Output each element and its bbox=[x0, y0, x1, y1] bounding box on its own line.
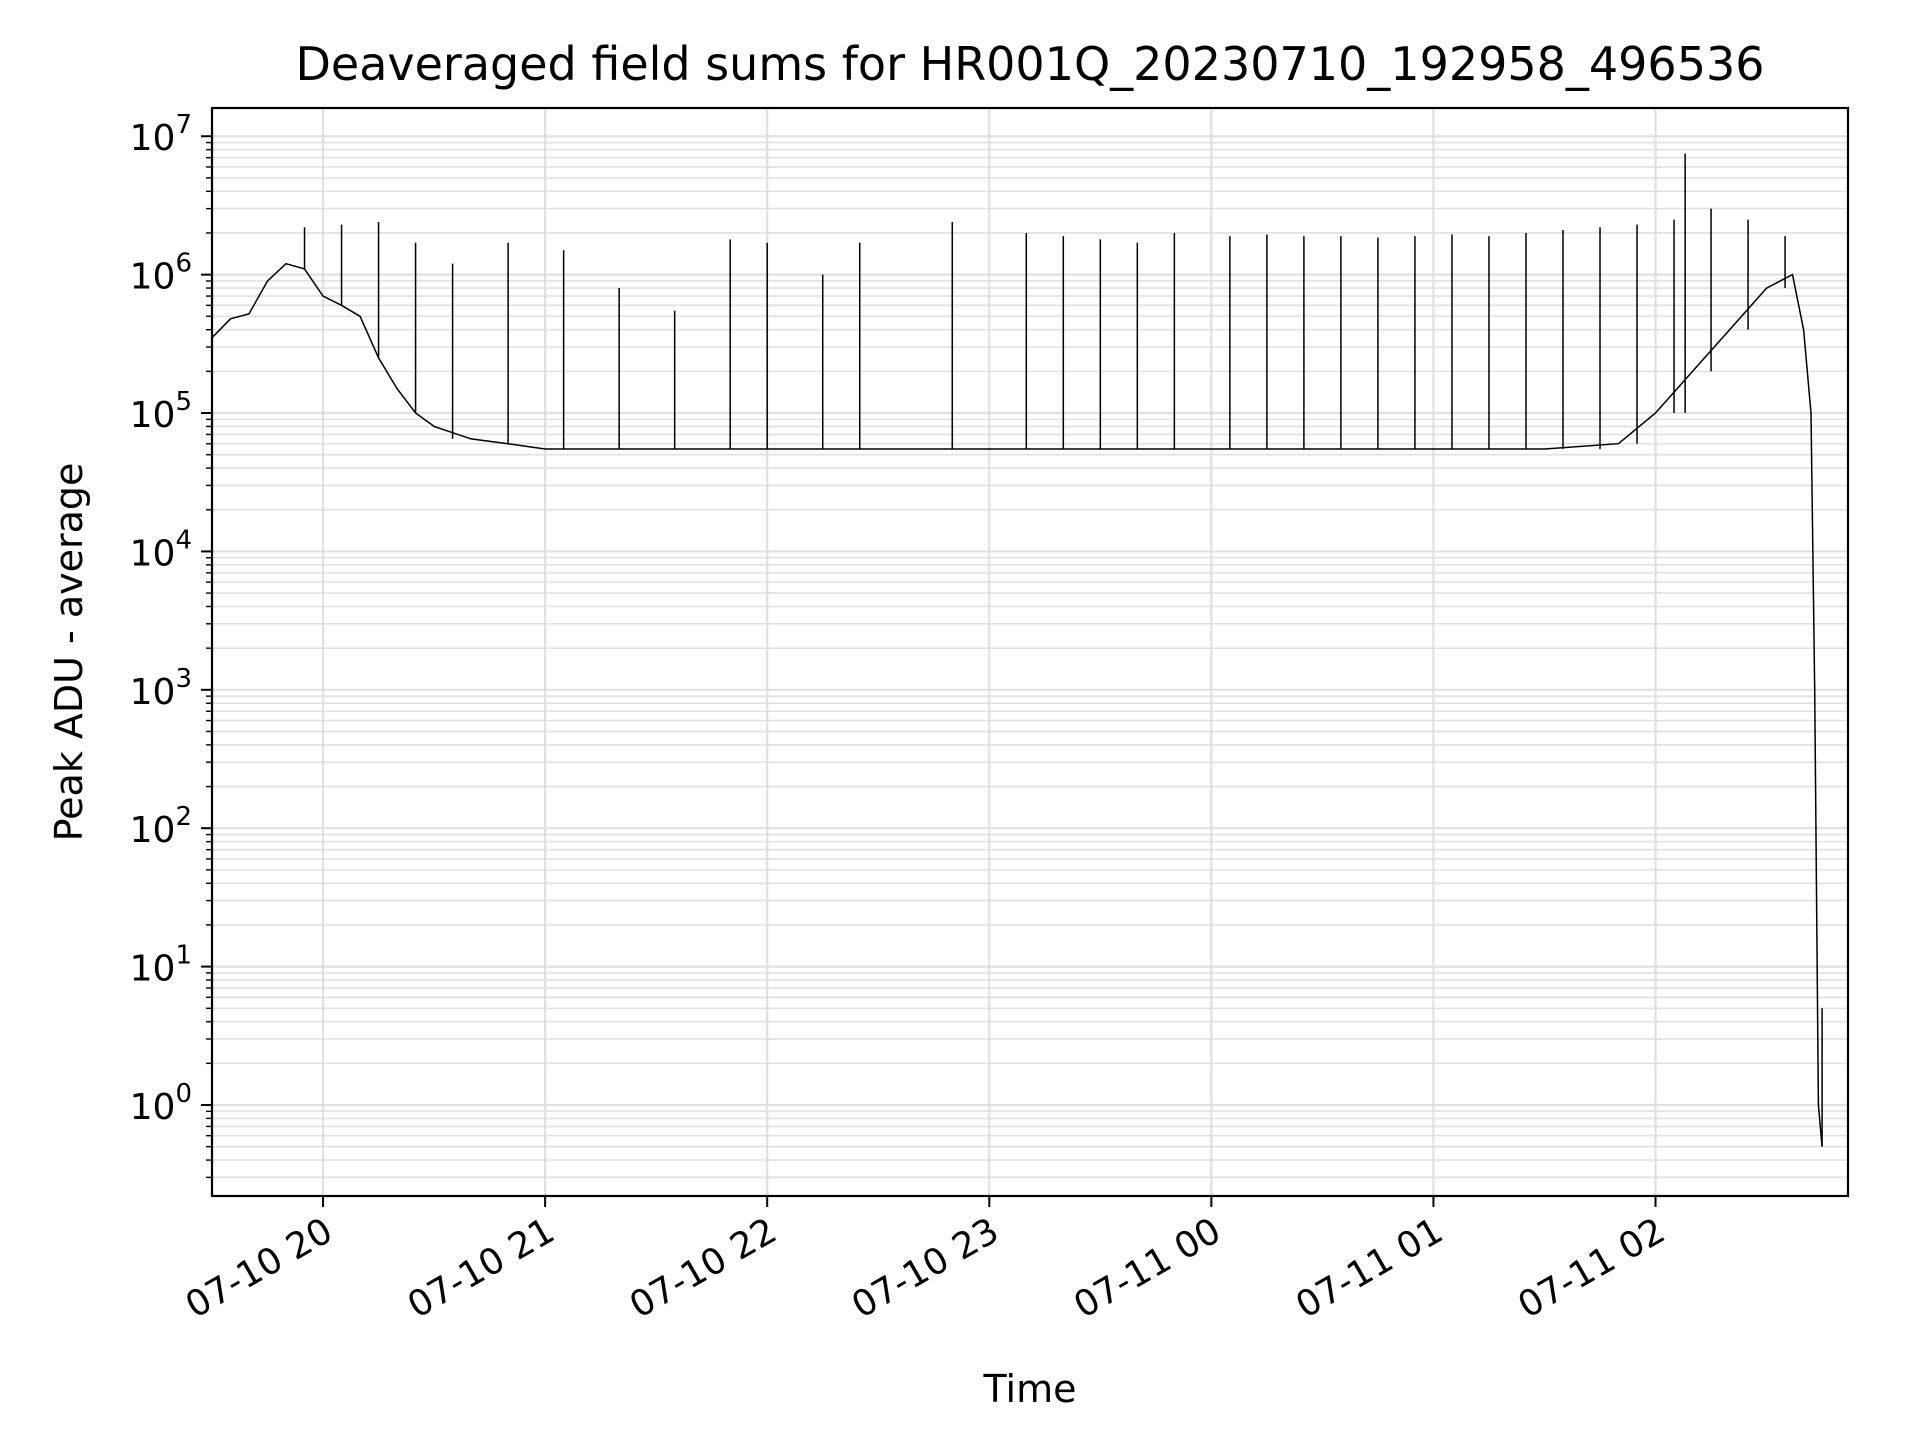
series-line bbox=[211, 262, 1823, 1147]
x-tick-label: 07-11 00 bbox=[1067, 1210, 1228, 1326]
x-tick-label: 07-11 01 bbox=[1289, 1210, 1450, 1326]
y-tick-labels: 100 101 102 103 104 105 106 107 bbox=[130, 110, 192, 1128]
ticks bbox=[201, 135, 1657, 1207]
x-tick-labels: 07-10 20 07-10 21 07-10 22 07-10 23 07-11 00… bbox=[179, 1210, 1672, 1326]
y-tick-label: 106 bbox=[130, 249, 192, 298]
x-tick-label: 07-10 21 bbox=[401, 1210, 562, 1326]
grid bbox=[212, 108, 1848, 1196]
x-axis-label: Time bbox=[983, 1367, 1077, 1411]
y-tick-label: 104 bbox=[130, 525, 192, 574]
x-tick-label: 07-11 02 bbox=[1511, 1210, 1672, 1326]
x-tick-label: 07-10 23 bbox=[845, 1210, 1006, 1326]
series-layer bbox=[211, 153, 1823, 1147]
y-axis-label: Peak ADU - average bbox=[47, 463, 91, 842]
chart-title: Deaveraged field sums for HR001Q_2023071… bbox=[295, 37, 1764, 91]
y-tick-label: 107 bbox=[130, 110, 192, 159]
y-tick-label: 103 bbox=[130, 664, 192, 713]
y-tick-label: 105 bbox=[130, 387, 192, 436]
y-tick-label: 100 bbox=[130, 1079, 192, 1128]
x-tick-label: 07-10 20 bbox=[179, 1210, 340, 1326]
y-tick-label: 101 bbox=[130, 941, 192, 990]
y-tick-label: 102 bbox=[130, 802, 192, 851]
plot-frame bbox=[210, 106, 1850, 1198]
x-tick-label: 07-10 22 bbox=[623, 1210, 784, 1326]
